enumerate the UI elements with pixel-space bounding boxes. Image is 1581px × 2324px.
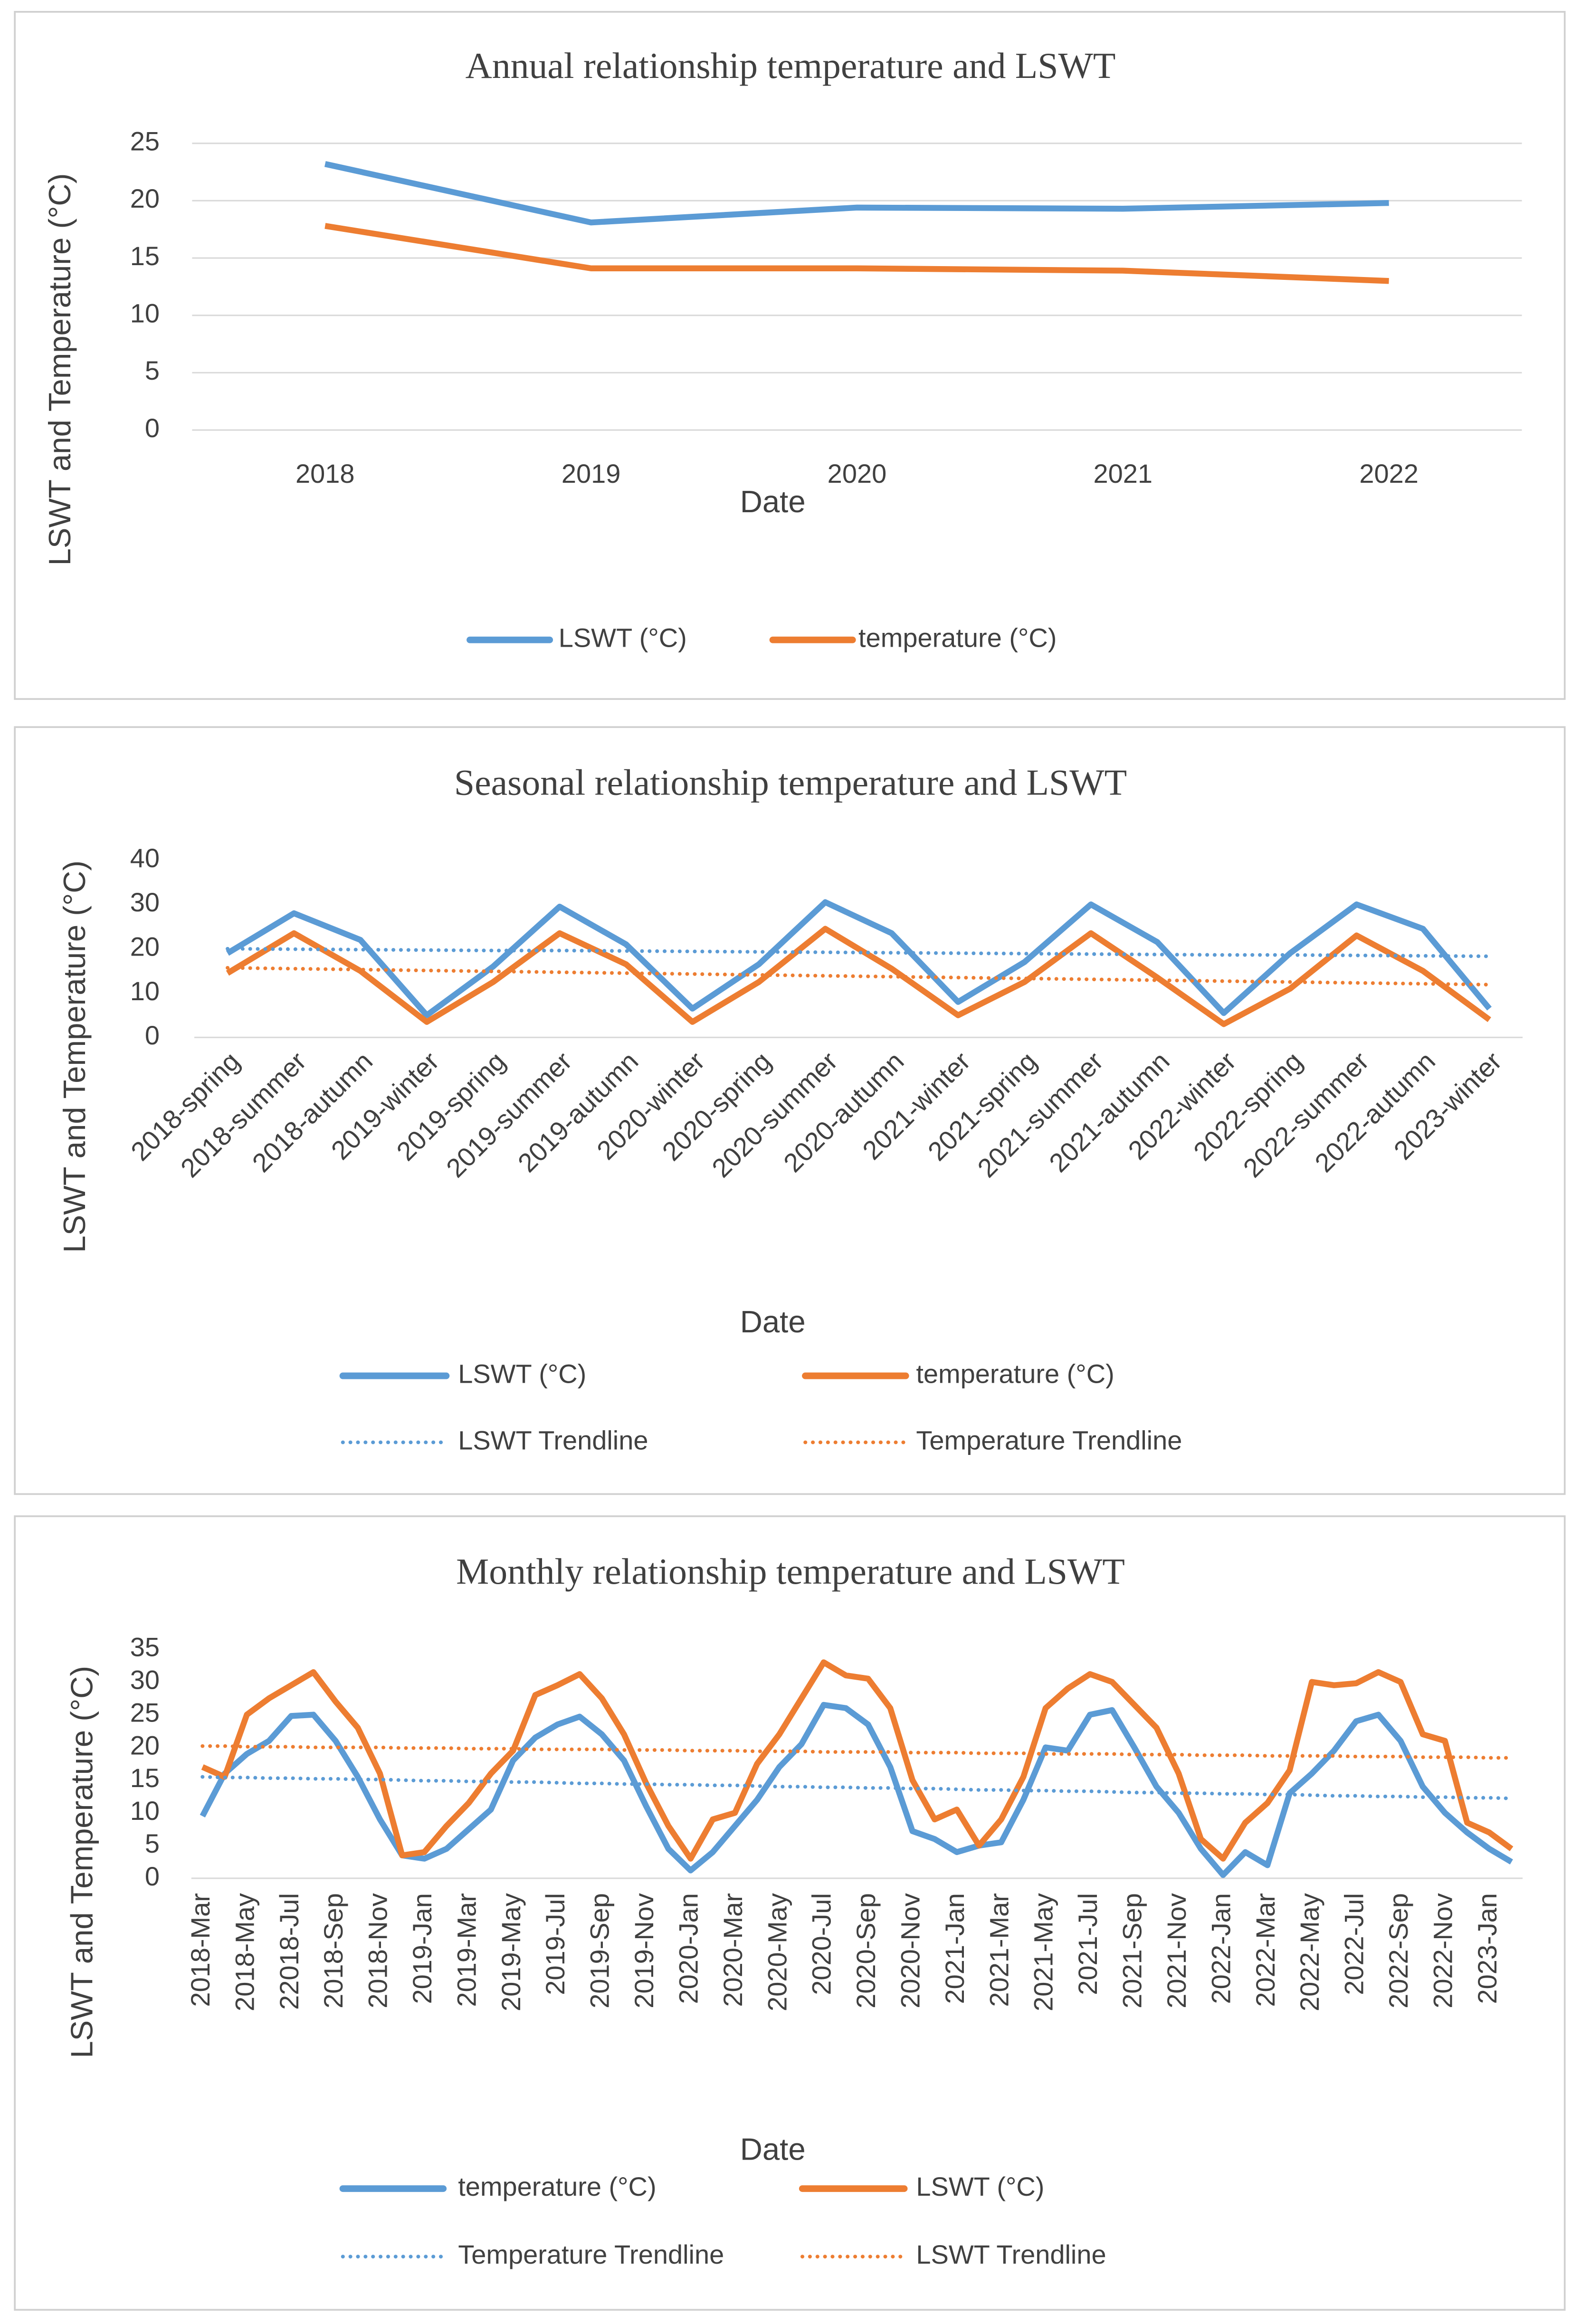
chart-frame	[14, 11, 1566, 700]
x-axis-title: Date	[740, 2132, 806, 2167]
x-tick-label: 2021	[1094, 459, 1153, 488]
legend-label: temperature (°C)	[858, 622, 1057, 652]
x-tick-label: 2022-Jul	[1339, 1893, 1369, 1995]
x-tick-label: 2020-May	[762, 1893, 792, 2011]
y-tick-label: 20	[130, 931, 160, 961]
y-axis-title: LSWT and Temperature (°C)	[42, 173, 77, 566]
y-tick-label: 0	[145, 1861, 160, 1891]
x-tick-label: 2020-Nov	[895, 1893, 925, 2008]
y-tick-label: 0	[145, 1020, 160, 1050]
y-tick-label: 30	[130, 1665, 160, 1695]
y-tick-label: 10	[130, 976, 160, 1006]
x-tick-label: 2022-Mar	[1250, 1893, 1280, 2007]
x-tick-label: 2022-Sep	[1383, 1893, 1413, 2008]
x-axis-title: Date	[740, 484, 806, 519]
y-tick-label: 10	[130, 1796, 160, 1826]
x-tick-label: 2019	[562, 459, 621, 488]
chart-title: Annual relationship temperature and LSWT	[466, 45, 1116, 86]
y-tick-label: 10	[130, 298, 160, 328]
y-axis-title: LSWT and Temperature (°C)	[65, 1666, 99, 2058]
x-tick-label: 2021-Jan	[940, 1893, 970, 2004]
legend-label: Temperature Trendline	[916, 1425, 1182, 1455]
data-line	[324, 161, 1389, 226]
y-tick-label: 20	[130, 1730, 160, 1760]
x-tick-label: 2018-Mar	[185, 1893, 215, 2007]
x-axis-title: Date	[740, 1304, 806, 1339]
x-tick-label: 2023-Jan	[1472, 1893, 1502, 2004]
legend-label: LSWT (°C)	[916, 2171, 1044, 2201]
x-tick-label: 2020-Mar	[718, 1893, 748, 2007]
y-tick-label: 25	[130, 1697, 160, 1727]
trend-line	[200, 1775, 1514, 1800]
legend-label: temperature (°C)	[458, 2171, 656, 2201]
x-tick-label: 2021-Sep	[1117, 1893, 1147, 2008]
x-tick-label: 2022	[1359, 459, 1419, 488]
data-line	[200, 1702, 1513, 1878]
trend-line	[200, 1744, 1514, 1760]
x-tick-label: 2019-Jan	[407, 1893, 437, 2004]
data-line	[324, 223, 1389, 284]
data-line	[226, 926, 1491, 1027]
x-tick-label: 2020-Sep	[851, 1893, 881, 2008]
y-tick-label: 5	[145, 355, 160, 385]
y-tick-label: 20	[130, 183, 160, 213]
x-tick-label: 2022-May	[1295, 1893, 1324, 2011]
chart-title: Seasonal relationship temperature and LS…	[454, 762, 1127, 803]
chart-title: Monthly relationship temperature and LSW…	[456, 1551, 1125, 1592]
x-tick-label: 2020	[828, 459, 887, 488]
x-tick-label: 2018-May	[229, 1893, 259, 2011]
x-tick-label: 2021-May	[1029, 1893, 1058, 2011]
legend-label: LSWT Trendline	[916, 2239, 1106, 2269]
x-tick-label: 2021-Nov	[1162, 1893, 1191, 2008]
chart-frame	[14, 726, 1566, 1495]
y-tick-label: 25	[130, 126, 160, 156]
y-tick-label: 5	[145, 1828, 160, 1858]
x-tick-label: 2022-Jan	[1206, 1893, 1236, 2004]
y-tick-label: 40	[130, 843, 160, 873]
y-tick-label: 30	[130, 887, 160, 917]
x-tick-label: 2019-May	[496, 1893, 526, 2011]
legend-label: Temperature Trendline	[458, 2239, 724, 2269]
x-tick-label: 2020-Jan	[673, 1893, 703, 2004]
x-tick-label: 2018-Sep	[318, 1893, 348, 2008]
x-tick-label: 2021-Jul	[1073, 1893, 1103, 1995]
y-axis-title: LSWT and Temperature (°C)	[57, 861, 92, 1253]
x-tick-label: 2018	[295, 459, 355, 488]
legend-label: temperature (°C)	[916, 1358, 1114, 1388]
x-tick-label: 2019-Jul	[540, 1893, 570, 1995]
chart-frame	[14, 1515, 1566, 2311]
trend-line	[226, 966, 1492, 987]
x-tick-label: 2022-Nov	[1428, 1893, 1457, 2008]
x-tick-label: 2019-Mar	[451, 1893, 481, 2007]
y-tick-label: 15	[130, 241, 160, 271]
y-tick-label: 0	[145, 413, 160, 443]
legend-label: LSWT (°C)	[559, 622, 687, 652]
x-tick-label: 22018-Jul	[274, 1893, 304, 2010]
x-tick-label: 2019-Nov	[629, 1893, 659, 2008]
x-tick-label: 2021-Mar	[984, 1893, 1014, 2007]
x-tick-label: 2019-Sep	[585, 1893, 615, 2008]
legend-label: LSWT (°C)	[458, 1358, 586, 1388]
data-line	[226, 899, 1492, 1018]
y-tick-label: 15	[130, 1763, 160, 1793]
legend-label: LSWT Trendline	[458, 1425, 648, 1455]
trend-line	[226, 947, 1492, 958]
x-tick-label: 2018-Nov	[363, 1893, 393, 2008]
x-tick-label: 2020-Jul	[807, 1893, 837, 1995]
y-tick-label: 35	[130, 1632, 160, 1662]
